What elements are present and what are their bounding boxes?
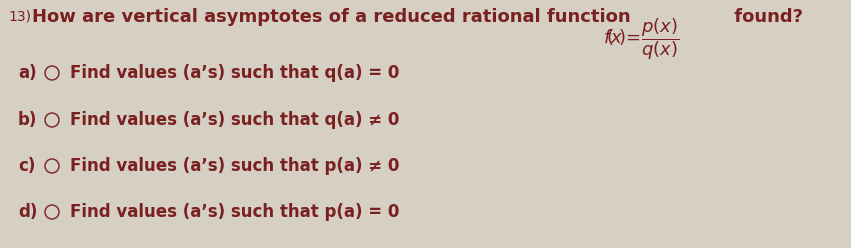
Text: Find values (a’s) such that p(a) ≠ 0: Find values (a’s) such that p(a) ≠ 0 [70,157,399,175]
Text: Find values (a’s) such that q(a) ≠ 0: Find values (a’s) such that q(a) ≠ 0 [70,111,399,129]
Text: $f\!\left(\!x\!\right)\!=\!\dfrac{p(x)}{q(x)}$: $f\!\left(\!x\!\right)\!=\!\dfrac{p(x)}{… [603,16,680,62]
Text: c): c) [18,157,36,175]
Text: Find values (a’s) such that p(a) = 0: Find values (a’s) such that p(a) = 0 [70,203,399,221]
Text: b): b) [18,111,37,129]
Text: 13): 13) [8,10,31,24]
Text: Find values (a’s) such that q(a) = 0: Find values (a’s) such that q(a) = 0 [70,64,399,82]
Text: How are vertical asymptotes of a reduced rational function: How are vertical asymptotes of a reduced… [32,8,631,26]
Text: a): a) [18,64,37,82]
Text: found?: found? [728,8,803,26]
Text: d): d) [18,203,37,221]
